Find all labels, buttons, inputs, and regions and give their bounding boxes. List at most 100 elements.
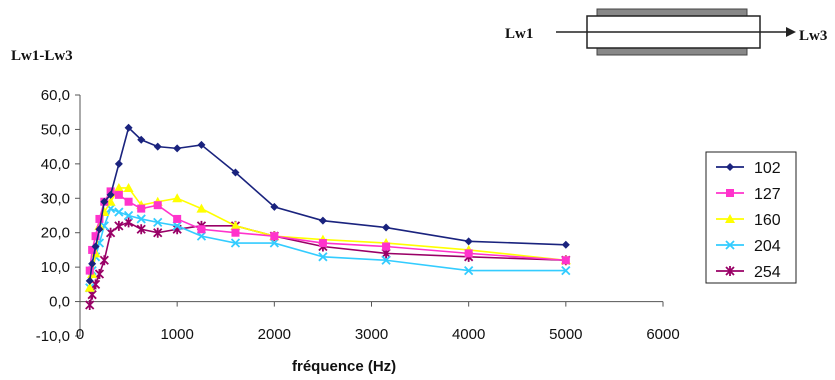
data-point-127 [124,197,133,206]
data-point-204 [381,255,391,265]
legend-label: 204 [754,238,781,255]
data-point-102 [85,276,94,285]
legend-item-204: 204 [716,238,781,255]
data-point-204 [269,238,279,248]
pipe-insulation-bottom [596,47,748,56]
x-axis-title: fréquence (Hz) [292,358,396,375]
legend-marker [725,266,735,276]
data-point-204 [318,252,328,262]
data-point-102 [100,197,109,206]
legend-item-160: 160 [716,212,781,229]
data-point-127 [114,190,123,199]
data-point-127 [382,242,391,251]
legend-item-127: 127 [716,186,781,203]
legend-item-254: 254 [716,264,781,281]
diagram-right-label: Lw3 [799,28,827,44]
series-group [84,123,571,311]
data-point-127 [91,232,100,241]
x-tick-label: 4000 [452,326,485,343]
y-tick-label: 10,0 [41,259,70,276]
data-point-254 [123,217,134,228]
data-point-127 [153,201,162,210]
y-tick-label: 60,0 [41,87,70,104]
legend-marker [726,163,734,171]
y-tick-label: 40,0 [41,156,70,173]
data-point-160 [172,193,183,203]
data-point-102 [88,259,97,268]
y-tick-label: -10,0 [36,328,70,345]
diagram-left-label: Lw1 [505,26,533,42]
data-point-160 [230,220,241,230]
legend-box [705,151,797,284]
data-point-102 [124,123,133,132]
data-point-127 [318,239,327,248]
data-point-204 [172,221,182,231]
y-axis-title: Lw1-Lw3 [11,48,73,64]
x-ticks: 0 1000 2000 3000 4000 5000 6000 [76,301,680,343]
plot-area: -10,0 0,0 10,0 20,0 30,0 40,0 50,0 60,0 0 1000 20… [36,87,680,345]
data-point-127 [88,245,97,254]
data-point-102 [561,240,570,249]
y-ticks: -10,0 0,0 10,0 20,0 30,0 40,0 50,0 60,0 [36,87,80,345]
y-tick-label: 0,0 [49,294,70,311]
data-point-127 [85,266,94,275]
y-tick-label: 30,0 [41,190,70,207]
data-point-102 [173,144,182,153]
data-point-160 [123,182,134,192]
series-line-254 [88,221,566,306]
legend-marker [725,214,735,223]
flow-arrow-head [786,27,796,37]
data-point-254 [99,255,109,266]
pipe-diagram: Lw1 Lw3 [505,8,827,56]
data-point-204 [196,231,207,241]
data-point-204 [464,265,474,276]
data-point-102 [114,159,123,168]
pipe-insulation-top [596,8,748,17]
data-point-127 [95,214,104,223]
x-tick-label: 6000 [646,326,679,343]
x-tick-label: 5000 [549,326,582,343]
series-102 [85,123,570,285]
data-point-127 [173,214,182,223]
data-point-102 [464,237,473,246]
data-point-160 [113,182,124,192]
series-204 [85,203,571,293]
data-point-102 [91,242,100,251]
data-point-204 [114,207,124,217]
data-point-254 [85,300,95,311]
data-point-102 [231,168,240,177]
data-point-102 [95,225,104,234]
data-point-127 [137,204,146,213]
legend-label: 127 [754,186,781,203]
data-point-127 [197,225,206,234]
data-point-102 [197,140,206,149]
data-point-254 [114,220,124,231]
y-tick-label: 50,0 [41,121,70,138]
x-tick-label: 3000 [355,326,388,343]
x-tick-label: 0 [76,326,84,343]
data-point-127 [464,249,473,258]
data-point-127 [231,228,240,237]
data-point-102 [382,223,391,232]
data-point-254 [136,224,146,235]
data-point-204 [561,265,571,276]
data-point-204 [230,238,241,248]
legend-item-102: 102 [716,160,781,177]
legend-label: 254 [754,264,781,281]
data-point-254 [153,227,163,238]
data-point-160 [84,282,95,292]
legend-items: 102 127 160 204 254 [716,160,781,281]
legend-marker [725,240,735,250]
legend-label: 160 [754,212,781,229]
data-point-127 [561,256,570,265]
series-line-204 [88,207,566,288]
data-point-204 [123,210,134,221]
x-tick-label: 2000 [258,326,291,343]
legend-label: 102 [754,160,781,177]
data-point-160 [196,203,207,213]
data-point-102 [153,142,162,151]
data-point-102 [270,202,279,211]
data-point-254 [94,269,105,280]
data-point-127 [270,232,279,241]
